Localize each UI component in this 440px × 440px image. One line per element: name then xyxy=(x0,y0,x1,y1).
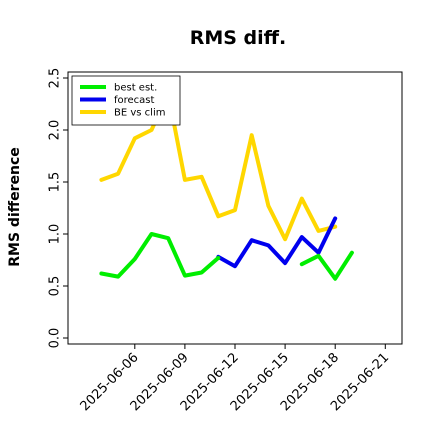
y-tick-label: 2.0 xyxy=(48,120,63,141)
x-axis-ticks: 2025-06-062025-06-092025-06-122025-06-15… xyxy=(78,344,392,414)
legend: best est.forecast BE vs clim xyxy=(71,75,181,126)
y-tick-label: 0.5 xyxy=(48,276,63,297)
y-tick-label: 1.5 xyxy=(48,172,63,193)
series-line-forecast xyxy=(216,216,338,269)
legend-label: BE vs clim xyxy=(114,108,165,119)
series-line-be-vs-clim xyxy=(99,91,338,242)
series-line-best-est- xyxy=(299,250,354,281)
series-lines xyxy=(99,91,354,281)
y-tick-label: 1.0 xyxy=(48,224,63,245)
y-tick-label: 0.0 xyxy=(48,328,63,349)
series-line-best-est- xyxy=(99,232,221,279)
y-tick-label: 2.5 xyxy=(48,68,63,89)
y-axis-ticks: 0.0 0.5 1.0 1.5 2.0 2.5 xyxy=(48,68,68,349)
chart-title: RMS diff. xyxy=(190,27,287,49)
legend-label: forecast xyxy=(114,95,155,106)
legend-label: best est. xyxy=(114,83,157,94)
y-axis-label: RMS difference xyxy=(7,147,23,267)
